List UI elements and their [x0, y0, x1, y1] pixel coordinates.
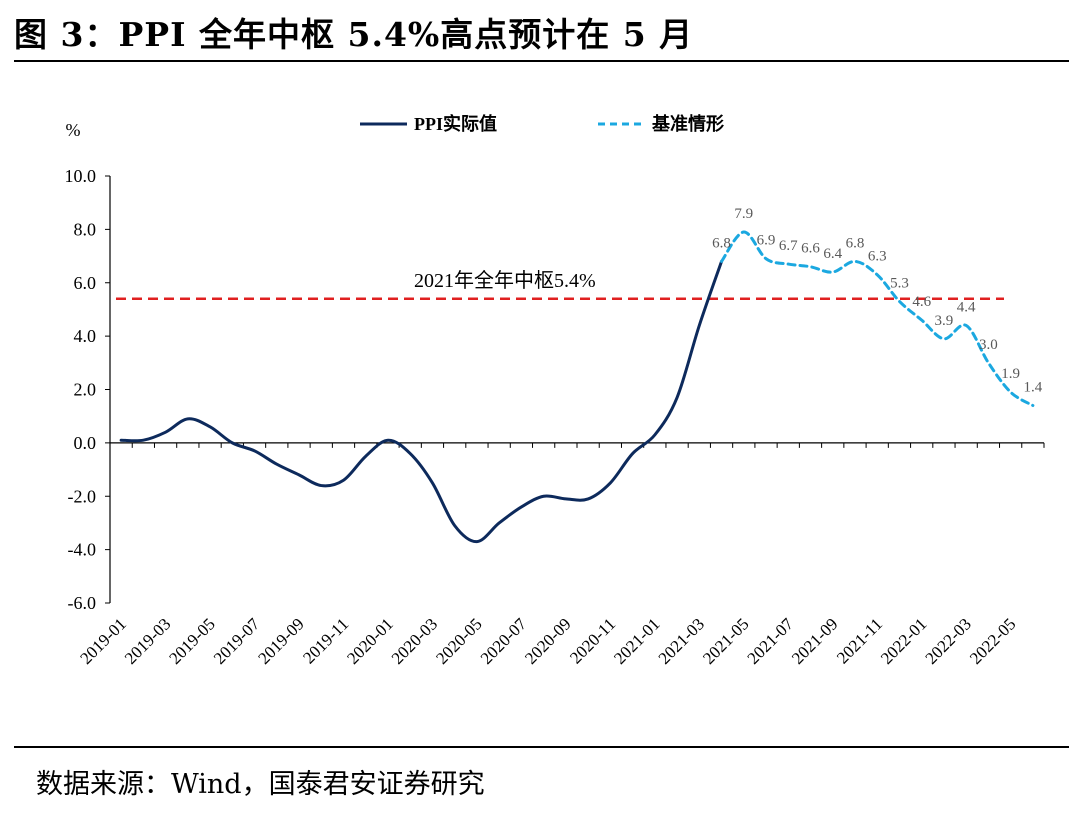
data-label: 6.7 [779, 238, 798, 254]
y-tick-label: 4.0 [74, 326, 97, 346]
x-tick-label: 2019-05 [165, 614, 219, 668]
y-tick-label: 6.0 [74, 273, 97, 293]
data-label: 6.8 [712, 235, 731, 251]
data-label: 4.6 [912, 294, 931, 310]
x-tick-label: 2020-03 [388, 614, 442, 668]
title-divider [14, 60, 1069, 62]
data-label: 3.0 [979, 337, 998, 353]
x-tick-label: 2019-01 [76, 614, 130, 668]
x-tick-label: 2022-03 [921, 614, 975, 668]
y-tick-label: 8.0 [74, 219, 97, 239]
y-axis-unit: % [66, 120, 81, 140]
x-tick-label: 2022-01 [877, 614, 931, 668]
data-label: 6.3 [868, 249, 887, 265]
data-label: 1.9 [1001, 366, 1020, 382]
x-tick-label: 2021-03 [655, 614, 709, 668]
ppi-line-chart: %10.08.06.04.02.00.0-2.0-4.0-6.02019-012… [65, 113, 1045, 668]
y-tick-label: 2.0 [74, 380, 97, 400]
series-line-ppi-actual [119, 259, 724, 544]
y-tick-label: 0.0 [74, 433, 97, 453]
data-label: 6.4 [823, 246, 842, 262]
legend-label-ppi-actual: PPI实际值 [414, 113, 497, 134]
x-tick-label: 2021-07 [744, 614, 798, 668]
x-tick-label: 2019-03 [121, 614, 175, 668]
data-label: 3.9 [935, 313, 954, 329]
x-tick-label: 2019-11 [299, 614, 352, 667]
x-tick-label: 2021-11 [833, 614, 886, 667]
x-tick-label: 2021-05 [699, 614, 753, 668]
x-tick-label: 2021-01 [610, 614, 664, 668]
series-line-baseline [720, 230, 1035, 408]
data-label: 1.4 [1024, 380, 1043, 396]
footer-divider [14, 746, 1069, 748]
x-tick-label: 2019-09 [254, 614, 308, 668]
x-tick-label: 2020-01 [343, 614, 397, 668]
y-tick-label: -4.0 [68, 540, 97, 560]
x-tick-label: 2019-07 [210, 614, 264, 668]
x-tick-label: 2020-07 [477, 614, 531, 668]
data-label: 5.3 [890, 275, 909, 291]
reference-line-label: 2021年全年中枢5.4% [414, 269, 596, 292]
x-tick-label: 2020-09 [521, 614, 575, 668]
x-tick-label: 2021-09 [788, 614, 842, 668]
data-label: 7.9 [734, 206, 753, 222]
y-tick-label: 10.0 [65, 166, 97, 186]
y-tick-label: -2.0 [68, 486, 97, 506]
x-tick-label: 2020-05 [432, 614, 486, 668]
x-tick-label: 2020-11 [566, 614, 619, 667]
data-label: 4.4 [957, 299, 976, 315]
data-label: 6.8 [846, 235, 865, 251]
figure-title: 图 3：PPI 全年中枢 5.4%高点预计在 5 月 [14, 15, 694, 54]
data-label: 6.9 [757, 233, 776, 249]
data-label: 6.6 [801, 241, 820, 257]
source-note: 数据来源：Wind，国泰君安证券研究 [36, 769, 485, 800]
x-tick-label: 2022-05 [966, 614, 1020, 668]
legend-label-baseline: 基准情形 [651, 113, 724, 134]
y-tick-label: -6.0 [68, 593, 97, 613]
